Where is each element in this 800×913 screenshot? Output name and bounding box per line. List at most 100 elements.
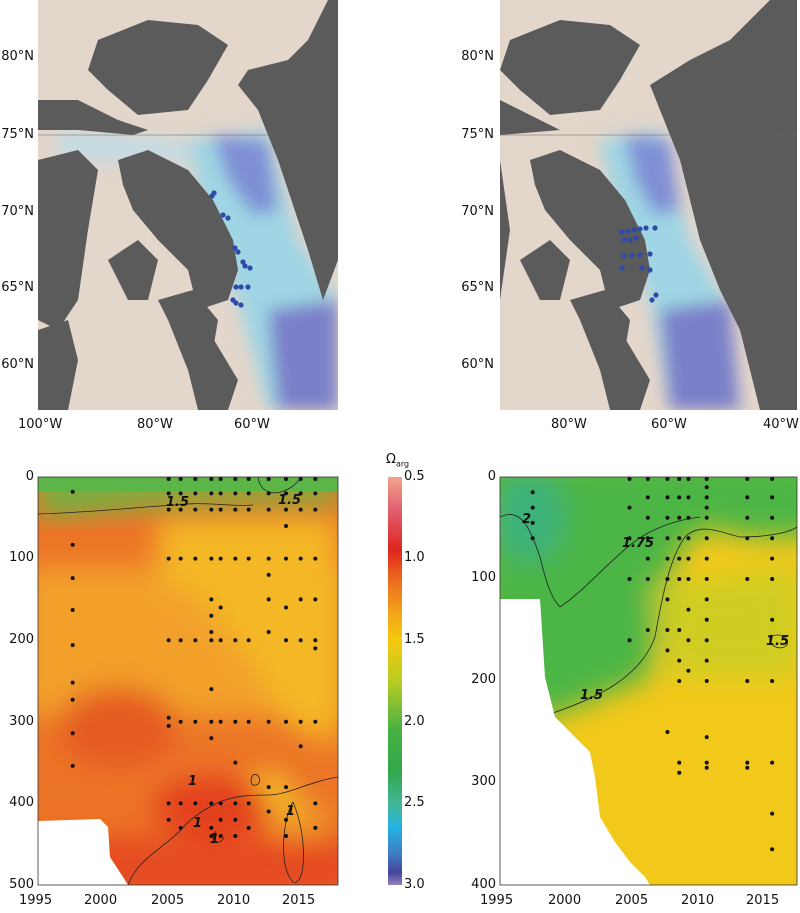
map-station-marker <box>242 263 248 269</box>
colorbar-tick: 2.0 <box>404 714 425 729</box>
map-station-marker <box>220 212 226 218</box>
station-sample-point <box>745 679 750 683</box>
station-sample-point <box>645 515 650 520</box>
section-plot-left: 1.5 1.5 1 1 1 1 <box>37 476 339 886</box>
colorbar-tick: 2.5 <box>404 795 425 810</box>
contour-label: 1.5 <box>166 495 189 510</box>
map-station-marker <box>631 227 637 233</box>
station-sample-point <box>313 825 318 830</box>
map-station-marker <box>653 292 659 298</box>
contour-label: 1.5 <box>580 688 603 703</box>
y-tick-label: 0 <box>25 469 34 484</box>
station-sample-point <box>284 523 288 528</box>
station-sample-point <box>246 491 251 496</box>
station-sample-point <box>218 801 223 806</box>
station-sample-point <box>209 613 214 618</box>
station-sample-point <box>298 597 303 602</box>
map-station-marker <box>647 267 653 273</box>
station-sample-point <box>770 679 775 683</box>
station-sample-point <box>645 577 650 581</box>
station-sample-point <box>627 536 632 541</box>
x-tick-label: 1995 <box>19 893 53 908</box>
station-sample-point <box>166 723 171 728</box>
station-sample-point <box>266 719 271 724</box>
station-sample-point <box>677 477 682 481</box>
station-sample-point <box>313 646 318 651</box>
x-tick-label: 1995 <box>480 893 514 908</box>
station-sample-point <box>704 760 709 765</box>
station-sample-point <box>298 744 303 749</box>
station-sample-point <box>645 556 650 561</box>
station-sample-point <box>218 834 223 839</box>
station-sample-point <box>193 638 198 643</box>
station-sample-point <box>686 607 691 612</box>
station-sample-point <box>284 605 288 610</box>
station-sample-point <box>704 765 709 770</box>
station-sample-point <box>704 515 709 520</box>
station-sample-point <box>209 556 214 561</box>
map-left <box>38 0 338 410</box>
station-sample-point <box>193 556 198 561</box>
station-sample-point <box>246 556 251 561</box>
map-left-lat-label: 80°N <box>1 49 34 64</box>
station-sample-point <box>209 491 214 496</box>
station-sample-point <box>166 817 171 822</box>
map-station-marker <box>621 237 627 243</box>
station-sample-point <box>665 628 670 632</box>
station-sample-point <box>233 491 238 496</box>
station-sample-point <box>266 572 271 577</box>
station-sample-point <box>627 577 632 581</box>
map-left-lat-label: 75°N <box>1 127 34 142</box>
station-sample-point <box>298 491 303 496</box>
station-sample-point <box>770 811 775 816</box>
map-right-lon-label: 80°W <box>551 417 587 432</box>
station-sample-point <box>233 801 238 806</box>
map-station-marker <box>627 237 633 243</box>
colorbar-title: Ωarg <box>386 452 409 469</box>
station-sample-point <box>70 697 75 702</box>
map-station-marker <box>233 300 239 306</box>
y-tick-label: 300 <box>9 714 34 729</box>
contour-label: 1.5 <box>766 634 789 649</box>
contour-label: 2 <box>522 512 531 527</box>
station-sample-point <box>686 556 691 561</box>
map-right <box>500 0 797 410</box>
station-sample-point <box>218 817 223 822</box>
station-sample-point <box>530 536 535 541</box>
station-sample-point <box>209 801 214 806</box>
map-right-lat-label: 75°N <box>461 127 494 142</box>
station-sample-point <box>233 477 238 481</box>
contour-label: 1 <box>210 832 219 847</box>
station-sample-point <box>745 515 750 520</box>
station-sample-point <box>218 477 223 481</box>
x-tick-label: 2015 <box>746 893 780 908</box>
station-sample-point <box>704 495 709 500</box>
station-sample-point <box>645 495 650 500</box>
station-sample-point <box>665 536 670 541</box>
y-tick-label: 100 <box>471 570 496 585</box>
station-sample-point <box>770 515 775 520</box>
station-sample-point <box>70 731 75 736</box>
station-sample-point <box>770 477 775 481</box>
station-sample-point <box>166 507 171 512</box>
station-sample-point <box>677 760 682 765</box>
station-sample-point <box>284 638 288 643</box>
station-sample-point <box>677 515 682 520</box>
station-sample-point <box>704 597 709 602</box>
station-sample-point <box>284 817 288 822</box>
station-sample-point <box>677 556 682 561</box>
map-station-marker <box>619 265 625 271</box>
station-sample-point <box>209 825 214 830</box>
station-sample-point <box>745 477 750 481</box>
station-sample-point <box>686 638 691 643</box>
station-sample-point <box>645 628 650 632</box>
section-plot-right: 2 1.75 1.5 1.5 <box>499 476 798 886</box>
station-sample-point <box>770 760 775 765</box>
map-station-marker <box>238 284 244 290</box>
station-sample-point <box>266 809 271 814</box>
map-station-marker <box>637 226 643 232</box>
station-sample-point <box>178 491 183 496</box>
station-sample-point <box>665 477 670 481</box>
map-left-lon-label: 100°W <box>18 417 63 432</box>
station-sample-point <box>313 491 318 496</box>
